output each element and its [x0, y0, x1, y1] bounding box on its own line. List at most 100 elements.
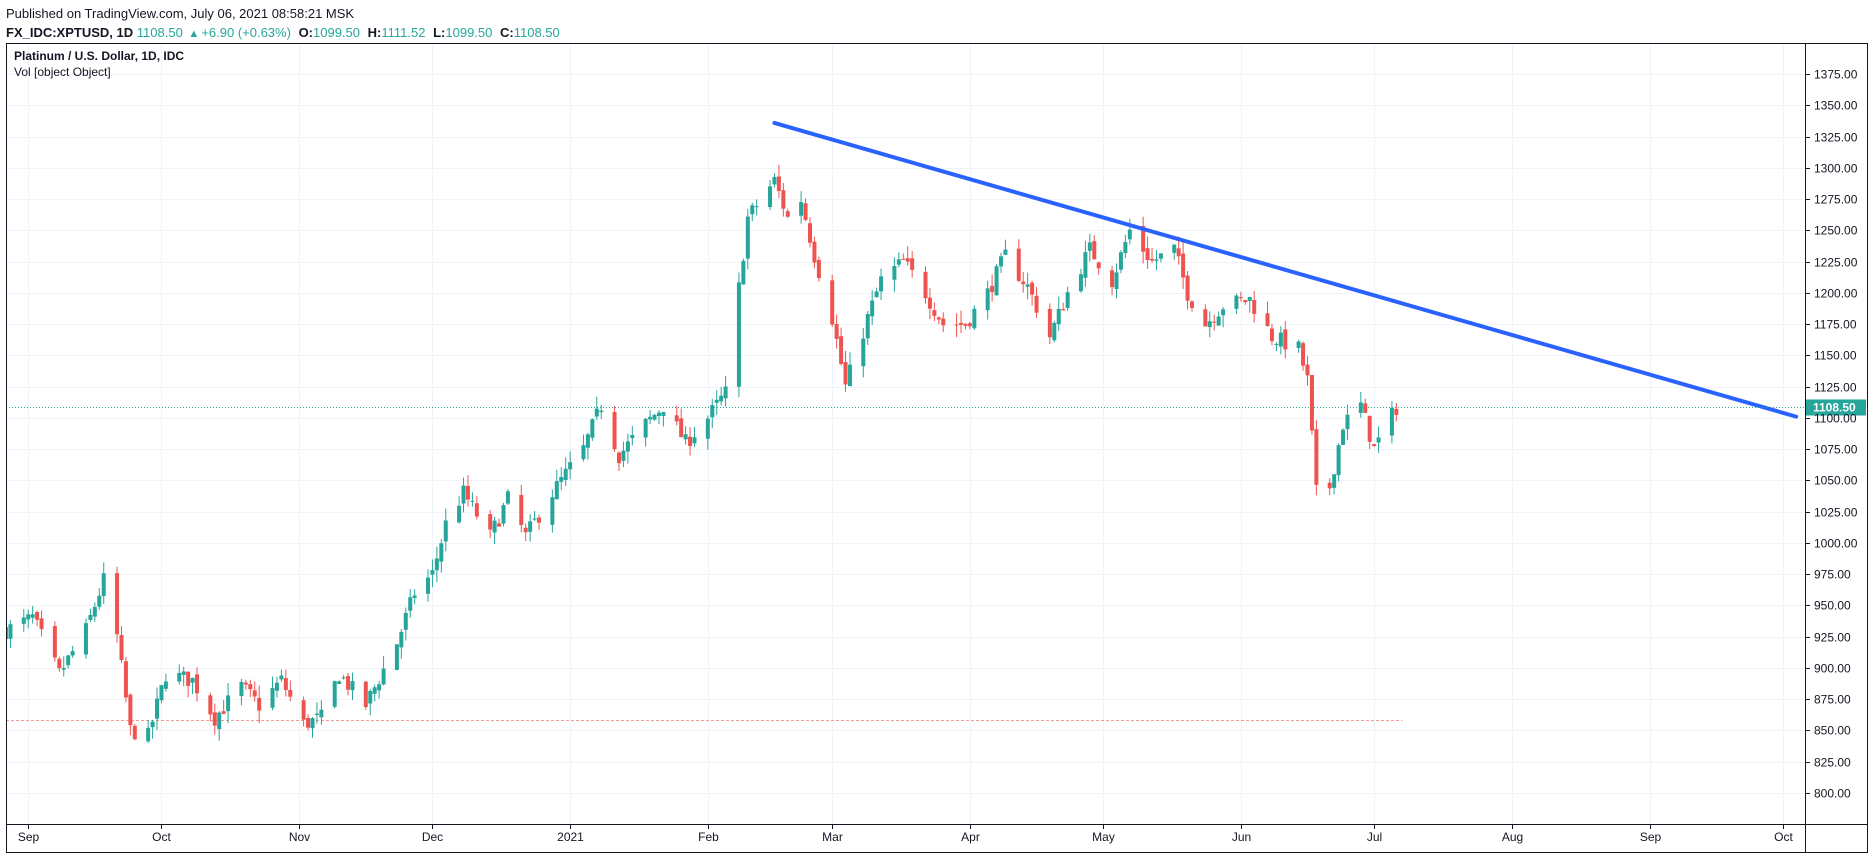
- candle-down: [1034, 295, 1039, 313]
- candle-up: [146, 727, 151, 742]
- time-tick-label: Oct: [1774, 830, 1793, 844]
- candle-up: [319, 709, 324, 718]
- candle-up: [599, 410, 604, 413]
- price-axis[interactable]: 800.00 825.00 850.00 875.00 900.00 925.00 950.…: [1805, 68, 1858, 801]
- price-tick-label: 900.00: [1814, 662, 1851, 676]
- low-value: 1099.50: [445, 25, 493, 40]
- time-tick-label: Mar: [822, 830, 843, 844]
- candle-up: [879, 276, 884, 292]
- candle-up: [425, 577, 430, 594]
- candle-up: [1207, 321, 1212, 328]
- candle-up: [532, 518, 537, 520]
- candle-up: [88, 614, 93, 620]
- candles: [4, 164, 1399, 744]
- candle-up: [772, 176, 777, 185]
- price-tick-label: 1150.00: [1814, 349, 1857, 363]
- candle-down: [959, 322, 964, 325]
- high-label: H:: [367, 25, 382, 40]
- price-tick-label: 800.00: [1814, 787, 1851, 801]
- candle-up: [217, 712, 222, 730]
- candle-up: [30, 614, 35, 618]
- last-price-readout: 1108.50: [136, 25, 183, 40]
- candle-up: [1336, 445, 1341, 476]
- candle-up: [26, 614, 31, 620]
- candle-down: [57, 658, 62, 669]
- candle-up: [1358, 402, 1363, 413]
- price-tick-label: 1000.00: [1814, 537, 1858, 551]
- published-note: Published on TradingView.com, July 06, 2…: [6, 6, 355, 21]
- candle-up: [1172, 244, 1177, 253]
- candle-down: [128, 694, 133, 726]
- candle-down: [208, 695, 213, 715]
- candle-up: [710, 405, 715, 418]
- candle-up: [83, 623, 88, 655]
- candle-up: [714, 399, 719, 403]
- price-tick-label: 925.00: [1814, 631, 1851, 645]
- trendline-layer[interactable]: [772, 120, 1799, 419]
- time-axis[interactable]: Sep Oct Nov Dec 2021 Feb Mar Apr May Jun Jul Aug Sep…: [18, 824, 1794, 844]
- candle-down: [1212, 321, 1217, 323]
- candle-up: [1078, 274, 1083, 292]
- candle-down: [123, 661, 128, 698]
- candle-down: [781, 190, 786, 209]
- candle-down: [1150, 258, 1155, 261]
- candle-up: [554, 481, 559, 500]
- candle-up: [177, 672, 182, 682]
- candle-up: [648, 416, 653, 420]
- candle-down: [941, 318, 946, 326]
- candle-up: [399, 631, 404, 648]
- candle-up: [999, 256, 1004, 267]
- candle-down: [1394, 408, 1399, 415]
- candle-down: [816, 260, 821, 279]
- time-tick-label: Sep: [1640, 830, 1662, 844]
- trendline[interactable]: [772, 120, 1799, 419]
- candle-down: [830, 280, 835, 325]
- candle-down: [1314, 429, 1319, 485]
- time-tick-label: Oct: [152, 830, 171, 844]
- candle-up: [408, 597, 413, 611]
- candle-up: [768, 186, 773, 208]
- candle-down: [519, 494, 524, 526]
- candle-down: [839, 336, 844, 364]
- candle-up: [430, 570, 435, 575]
- candle-up: [594, 408, 599, 417]
- candle-up: [625, 441, 630, 452]
- candle-up: [377, 684, 382, 691]
- last-price-layer: 1108.50: [6, 399, 1866, 416]
- candle-up: [865, 314, 870, 339]
- candle-up: [630, 435, 635, 438]
- time-tick-label: Jul: [1367, 830, 1382, 844]
- candle-up: [310, 718, 315, 729]
- candle-down: [1372, 444, 1377, 447]
- candle-down: [1185, 275, 1190, 301]
- candle-up: [870, 300, 875, 317]
- candle-down: [115, 573, 120, 635]
- candle-down: [674, 415, 679, 422]
- candle-down: [776, 176, 781, 191]
- candle-up: [1296, 341, 1301, 348]
- candle-down: [1016, 248, 1021, 281]
- candle-up: [750, 205, 755, 215]
- candle-down: [252, 690, 257, 697]
- candle-up: [994, 266, 999, 296]
- time-tick-label: Feb: [698, 830, 719, 844]
- candle-up: [1345, 414, 1350, 430]
- candle-up: [1123, 242, 1128, 253]
- time-tick-label: Sep: [18, 830, 40, 844]
- candle-down: [1030, 282, 1035, 295]
- high-value: 1111.52: [381, 25, 426, 40]
- low-label: L:: [433, 25, 446, 40]
- price-chart[interactable]: 1108.50 800.00 825.00 850.00 875.00 900.00 92…: [4, 43, 1868, 853]
- candle-up: [443, 520, 448, 542]
- candle-up: [661, 411, 666, 416]
- candle-up: [381, 668, 386, 685]
- candle-up: [66, 655, 71, 666]
- chart-container[interactable]: 1108.50 800.00 825.00 850.00 875.00 900.00 92…: [4, 43, 1868, 858]
- candle-down: [905, 258, 910, 262]
- candle-up: [861, 338, 866, 367]
- candle-down: [1252, 299, 1257, 314]
- candle-up: [239, 681, 244, 697]
- candle-down: [35, 612, 40, 620]
- candle-down: [1309, 375, 1314, 431]
- price-tick-label: 975.00: [1814, 568, 1851, 582]
